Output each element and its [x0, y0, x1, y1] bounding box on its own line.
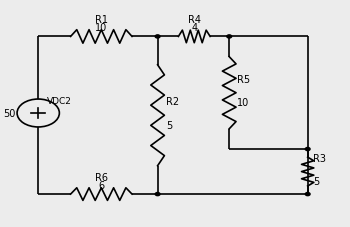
Circle shape — [155, 193, 160, 196]
Text: 50: 50 — [3, 109, 15, 118]
Text: R5: R5 — [237, 74, 250, 84]
Circle shape — [305, 148, 310, 151]
Circle shape — [155, 36, 160, 39]
Text: 10: 10 — [237, 98, 249, 108]
Text: R1: R1 — [95, 15, 108, 25]
Text: R6: R6 — [95, 172, 108, 182]
Text: 4: 4 — [191, 23, 197, 33]
Text: R2: R2 — [166, 97, 179, 107]
Text: 6: 6 — [98, 180, 104, 190]
Text: 5: 5 — [166, 120, 173, 130]
Text: 5: 5 — [313, 176, 319, 186]
Text: R4: R4 — [188, 15, 201, 25]
Text: 10: 10 — [95, 23, 107, 33]
Text: R3: R3 — [313, 153, 326, 163]
Text: VDC2: VDC2 — [47, 96, 72, 105]
Circle shape — [227, 36, 232, 39]
Circle shape — [305, 193, 310, 196]
